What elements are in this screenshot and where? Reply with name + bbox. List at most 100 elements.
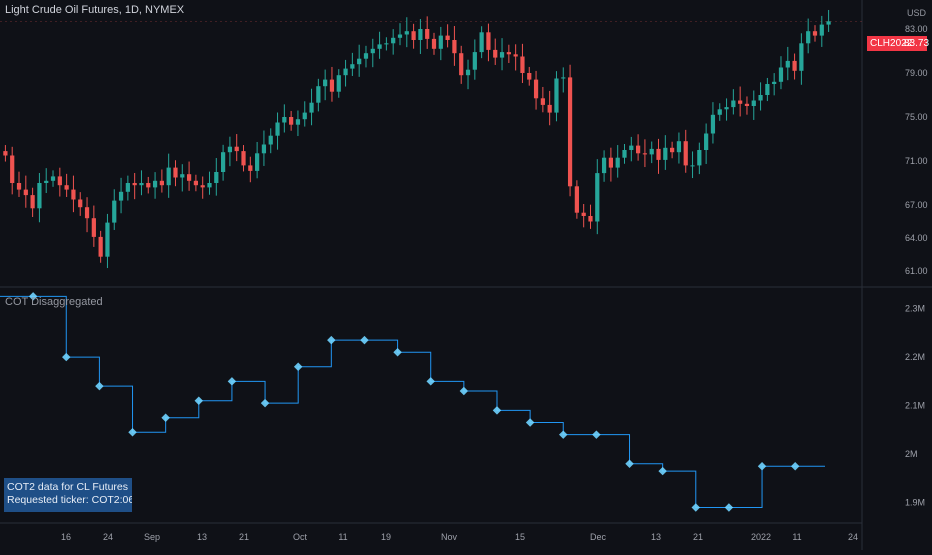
candle [16, 171, 22, 197]
candle-body [547, 104, 552, 113]
candle [255, 141, 260, 179]
candle [581, 204, 586, 228]
candle [663, 135, 668, 170]
candle-body [520, 56, 525, 73]
candle [10, 146, 15, 195]
candle [561, 67, 566, 93]
candle-body [697, 150, 702, 166]
candle-body [411, 31, 416, 40]
candle [125, 175, 130, 201]
axis-layer: 61.00 64.00 67.00 71.00 75.00 79.00 83.00 1.9M 2… [61, 24, 928, 542]
price-tick-label: 64.00 [905, 233, 928, 243]
candle [649, 141, 654, 164]
cot-point [62, 352, 71, 362]
price-tick-label: 75.00 [905, 112, 928, 122]
candle-body [10, 155, 15, 183]
candle-body [220, 152, 226, 172]
candle [724, 98, 729, 121]
candle [180, 164, 185, 192]
candle [819, 15, 824, 47]
candle-body [112, 200, 117, 223]
candle-body [146, 183, 151, 188]
candle [357, 44, 362, 77]
candle-body [282, 117, 287, 123]
cot-point [161, 413, 170, 422]
candle-body [554, 78, 559, 113]
cot-point [128, 428, 137, 437]
candle-body [180, 174, 185, 178]
cot-point [658, 466, 667, 476]
candle [547, 90, 552, 126]
last-price-tag: CLH2022 83.73 [867, 36, 929, 51]
candle [98, 230, 103, 263]
candle [146, 176, 151, 194]
candle-body [159, 180, 164, 186]
price-unit: USD [907, 8, 927, 18]
candle [343, 59, 348, 87]
candle [513, 44, 518, 71]
candle [404, 17, 409, 48]
candle-body [363, 53, 369, 59]
candle-body [438, 35, 443, 49]
candle-body [785, 60, 790, 68]
candle-body [629, 145, 634, 150]
candle-body [336, 75, 341, 92]
time-tick-label: 21 [239, 532, 249, 542]
cot-point [95, 381, 104, 391]
candle-body [615, 157, 620, 168]
candle [248, 156, 253, 183]
candle-body [71, 189, 76, 200]
cot-point [592, 430, 601, 439]
candle-body [241, 151, 246, 166]
candle-body [574, 186, 579, 213]
candle-body [329, 79, 335, 92]
candle-body [683, 141, 688, 166]
candle-body [765, 84, 770, 95]
candle-body [567, 77, 573, 187]
candle-body [792, 60, 797, 71]
candle [173, 160, 178, 187]
candle [622, 143, 627, 164]
cot-point [525, 418, 535, 427]
candle [751, 90, 756, 120]
candle [601, 150, 607, 182]
candle-body [173, 167, 178, 178]
candle [139, 170, 144, 196]
candle-body [98, 236, 103, 257]
time-tick-label: Dec [590, 532, 607, 542]
candle-body [601, 157, 607, 174]
candle [241, 145, 246, 172]
candle-body [608, 157, 614, 168]
price-tick-label: 79.00 [905, 68, 928, 78]
candle-body [710, 114, 716, 134]
candle [690, 151, 695, 179]
time-tick-label: 24 [848, 532, 858, 542]
cot-point [757, 461, 767, 471]
candle [758, 82, 763, 111]
candle-body [581, 212, 586, 216]
cot-point [194, 396, 204, 405]
info-line-2: Requested ticker: COT2:067651_F_OI [7, 494, 132, 506]
candle-body [248, 165, 253, 171]
candle [261, 130, 267, 166]
candle-body [255, 153, 260, 171]
candle [50, 170, 56, 187]
candle-body [425, 29, 430, 39]
price-tick-label: 83.00 [905, 24, 928, 34]
candle-body [3, 151, 8, 156]
candle [411, 23, 416, 49]
candle [370, 38, 375, 68]
candle-body [499, 52, 505, 58]
candle-body [670, 147, 675, 153]
candle-body [642, 153, 648, 155]
candle-body [91, 218, 96, 237]
candle [275, 112, 280, 150]
time-tick-label: 11 [338, 532, 347, 542]
candle [472, 39, 477, 80]
candle-body [431, 38, 437, 49]
candle [78, 192, 83, 216]
cot-point [327, 335, 336, 345]
candle-body [152, 180, 158, 188]
candle [465, 59, 471, 90]
